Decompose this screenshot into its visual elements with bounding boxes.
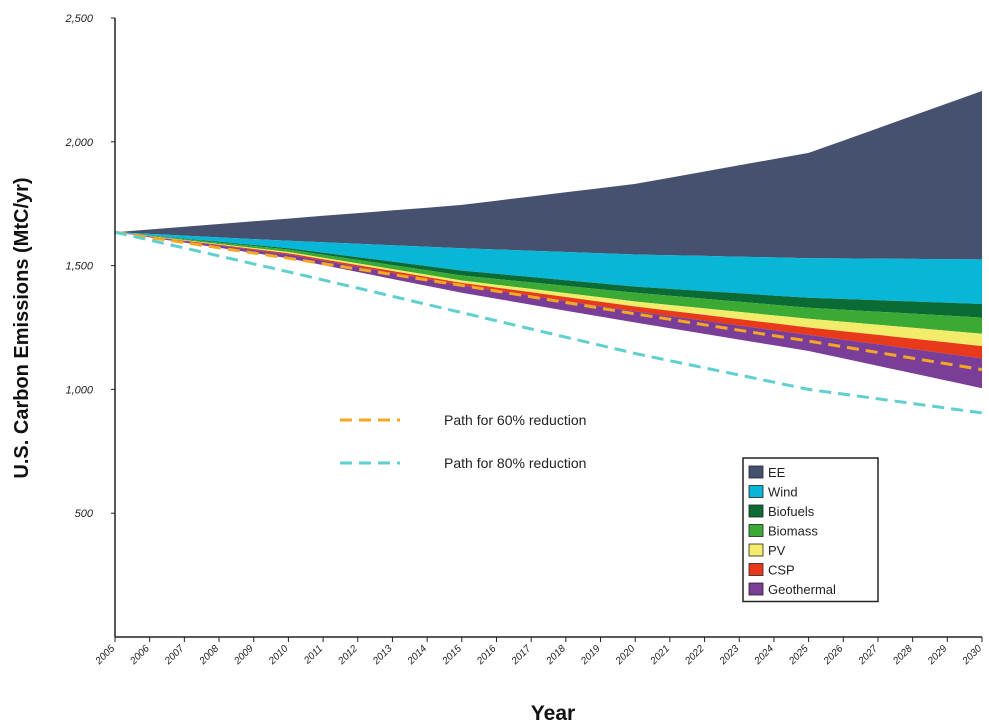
legend-label-geothermal: Geothermal — [768, 582, 836, 597]
x-tick-label: 2026 — [821, 643, 846, 668]
x-tick-label: 2027 — [856, 643, 881, 668]
x-tick-label: 2018 — [544, 643, 569, 668]
y-tick-label: 1,500 — [65, 261, 93, 273]
legend-swatch-geothermal — [748, 582, 764, 596]
reference-line-1 — [114, 230, 983, 372]
legend-swatch-csp — [748, 563, 764, 576]
area-biofuels — [115, 232, 982, 318]
legend-label-wind: Wind — [768, 485, 798, 500]
reference-line-2 — [114, 230, 983, 415]
x-tick-label: 2022 — [682, 643, 707, 668]
x-tick-label: 2025 — [787, 643, 812, 668]
reference-lines — [114, 230, 983, 415]
x-axis-title: Year — [531, 702, 575, 725]
x-tick-label: 2005 — [93, 643, 118, 668]
x-tick-label: 2010 — [266, 643, 291, 668]
area-ee — [115, 91, 982, 260]
x-tick-label: 2008 — [197, 643, 222, 668]
x-tick-label: 2016 — [474, 643, 499, 668]
x-tick-label: 2024 — [752, 643, 777, 668]
x-tick-label: 2023 — [717, 643, 742, 668]
x-tick-label: 2019 — [578, 643, 603, 668]
legend-label-csp: CSP — [768, 563, 795, 578]
legend-swatch-biofuels — [748, 504, 764, 518]
x-tick-label: 2014 — [405, 643, 430, 668]
legend-label-biomass: Biomass — [768, 524, 818, 539]
y-ticks: 500 1,000 1,500 2,000 2,500 — [64, 13, 115, 520]
x-tick-label: 2028 — [891, 643, 916, 668]
axes — [114, 18, 982, 638]
path-key-label-2: Path for 80% reduction — [444, 455, 586, 471]
y-tick-label: 2,500 — [64, 13, 93, 25]
x-tick-label: 2009 — [232, 643, 257, 668]
x-tick-label: 2017 — [509, 643, 534, 668]
x-ticks: 2005 2006 2007 2008 2009 2010 2011 2012 2013 2014… — [93, 637, 985, 668]
area-biomass — [115, 232, 982, 334]
legend-label-ee: EE — [768, 465, 786, 480]
path-key-label-1: Path for 60% reduction — [444, 412, 586, 428]
legend-swatch-ee — [748, 465, 764, 479]
area-pv — [115, 232, 982, 347]
x-tick-label: 2015 — [440, 643, 465, 668]
legend-label-pv: PV — [768, 543, 786, 558]
x-tick-label: 2029 — [925, 643, 950, 668]
y-tick-label: 2,000 — [64, 137, 93, 149]
legend-box — [742, 457, 879, 603]
x-tick-label: 2020 — [613, 643, 638, 668]
y-axis-title: U.S. Carbon Emissions (MtC/yr) — [11, 177, 33, 478]
x-tick-label: 2013 — [370, 643, 395, 668]
x-tick-label: 2030 — [960, 643, 985, 668]
legend-swatch-biomass — [748, 524, 764, 537]
x-tick-label: 2011 — [302, 643, 326, 667]
x-tick-label: 2012 — [336, 643, 361, 668]
legend: EE Wind Biofuels Biomass PV CSP Geothermal — [742, 457, 879, 603]
path-line-labels: Path for 60% reduction Path for 80% reduc… — [340, 412, 586, 471]
y-tick-label: 500 — [75, 508, 94, 520]
stacked-areas — [115, 91, 982, 389]
y-tick-label: 1,000 — [65, 384, 93, 396]
x-tick-label: 2006 — [128, 643, 153, 668]
legend-label-biofuels: Biofuels — [768, 504, 815, 519]
x-tick-label: 2021 — [648, 643, 672, 667]
area-wind — [115, 232, 982, 304]
legend-swatch-wind — [748, 485, 764, 498]
area-csp — [115, 232, 982, 359]
legend-swatch-pv — [748, 543, 764, 557]
x-tick-label: 2007 — [162, 643, 187, 668]
